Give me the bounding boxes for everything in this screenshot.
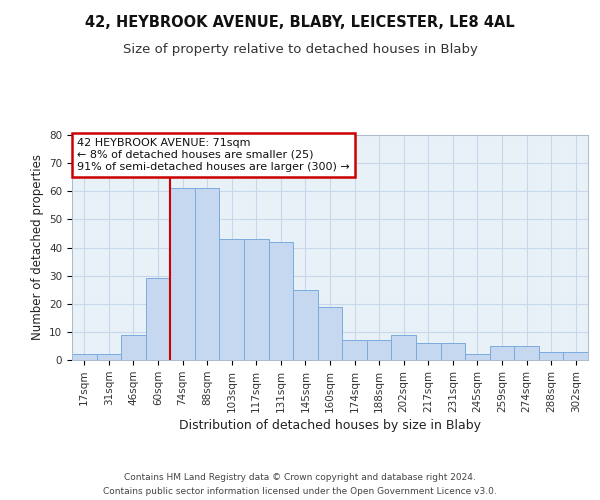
Bar: [72, 354, 97, 360]
Text: Contains public sector information licensed under the Open Government Licence v3: Contains public sector information licen…: [103, 488, 497, 496]
Bar: [490, 346, 514, 360]
Bar: [391, 334, 416, 360]
Text: Size of property relative to detached houses in Blaby: Size of property relative to detached ho…: [122, 42, 478, 56]
Bar: [416, 343, 440, 360]
Bar: [97, 354, 121, 360]
X-axis label: Distribution of detached houses by size in Blaby: Distribution of detached houses by size …: [179, 419, 481, 432]
Text: 42 HEYBROOK AVENUE: 71sqm
← 8% of detached houses are smaller (25)
91% of semi-d: 42 HEYBROOK AVENUE: 71sqm ← 8% of detach…: [77, 138, 350, 172]
Bar: [121, 334, 146, 360]
Bar: [318, 306, 342, 360]
Bar: [146, 278, 170, 360]
Bar: [440, 343, 465, 360]
Bar: [465, 354, 490, 360]
Bar: [539, 352, 563, 360]
Text: Contains HM Land Registry data © Crown copyright and database right 2024.: Contains HM Land Registry data © Crown c…: [124, 472, 476, 482]
Bar: [293, 290, 318, 360]
Bar: [269, 242, 293, 360]
Bar: [170, 188, 195, 360]
Bar: [342, 340, 367, 360]
Bar: [195, 188, 220, 360]
Bar: [514, 346, 539, 360]
Bar: [563, 352, 588, 360]
Bar: [220, 239, 244, 360]
Y-axis label: Number of detached properties: Number of detached properties: [31, 154, 44, 340]
Text: 42, HEYBROOK AVENUE, BLABY, LEICESTER, LE8 4AL: 42, HEYBROOK AVENUE, BLABY, LEICESTER, L…: [85, 15, 515, 30]
Bar: [367, 340, 391, 360]
Bar: [244, 239, 269, 360]
